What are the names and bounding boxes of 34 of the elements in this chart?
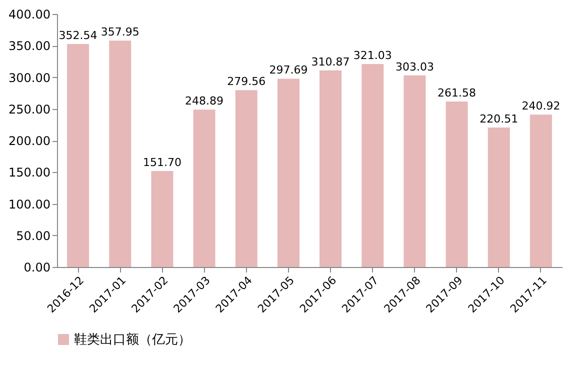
data-label: 357.95 [100,26,140,39]
y-tick-label: 400.00 [8,8,50,22]
bar [235,90,258,267]
bar [151,171,174,267]
data-label: 310.87 [311,55,350,68]
y-tick-label: 150.00 [8,166,50,180]
data-label: 321.03 [353,48,392,62]
y-tick-label: 200.00 [8,134,50,148]
bar [193,110,216,267]
bar [404,75,426,267]
data-label: 261.58 [438,86,476,100]
y-tick-label: 0.00 [24,260,50,274]
data-label: 151.70 [142,156,182,170]
bar [109,40,132,267]
data-label: 297.69 [269,64,308,77]
bar [362,64,384,267]
data-label: 240.92 [522,100,560,113]
data-label: 248.89 [185,94,224,108]
bar [530,114,552,267]
bar [446,102,468,267]
y-tick-label: 350.00 [8,39,50,54]
bar [67,44,90,267]
y-tick-label: 300.00 [8,70,50,85]
y-tick-label: 50.00 [16,228,50,243]
data-label: 279.56 [227,75,266,88]
bar [320,70,342,267]
legend-label: 鞋类出口额（亿元） [74,332,191,348]
y-tick-label: 250.00 [8,102,50,116]
data-label: 352.54 [58,29,98,42]
data-label: 220.51 [480,112,518,126]
y-tick-label: 100.00 [8,197,50,212]
bar [488,128,510,267]
bar [277,78,300,267]
data-label: 303.03 [395,60,434,74]
